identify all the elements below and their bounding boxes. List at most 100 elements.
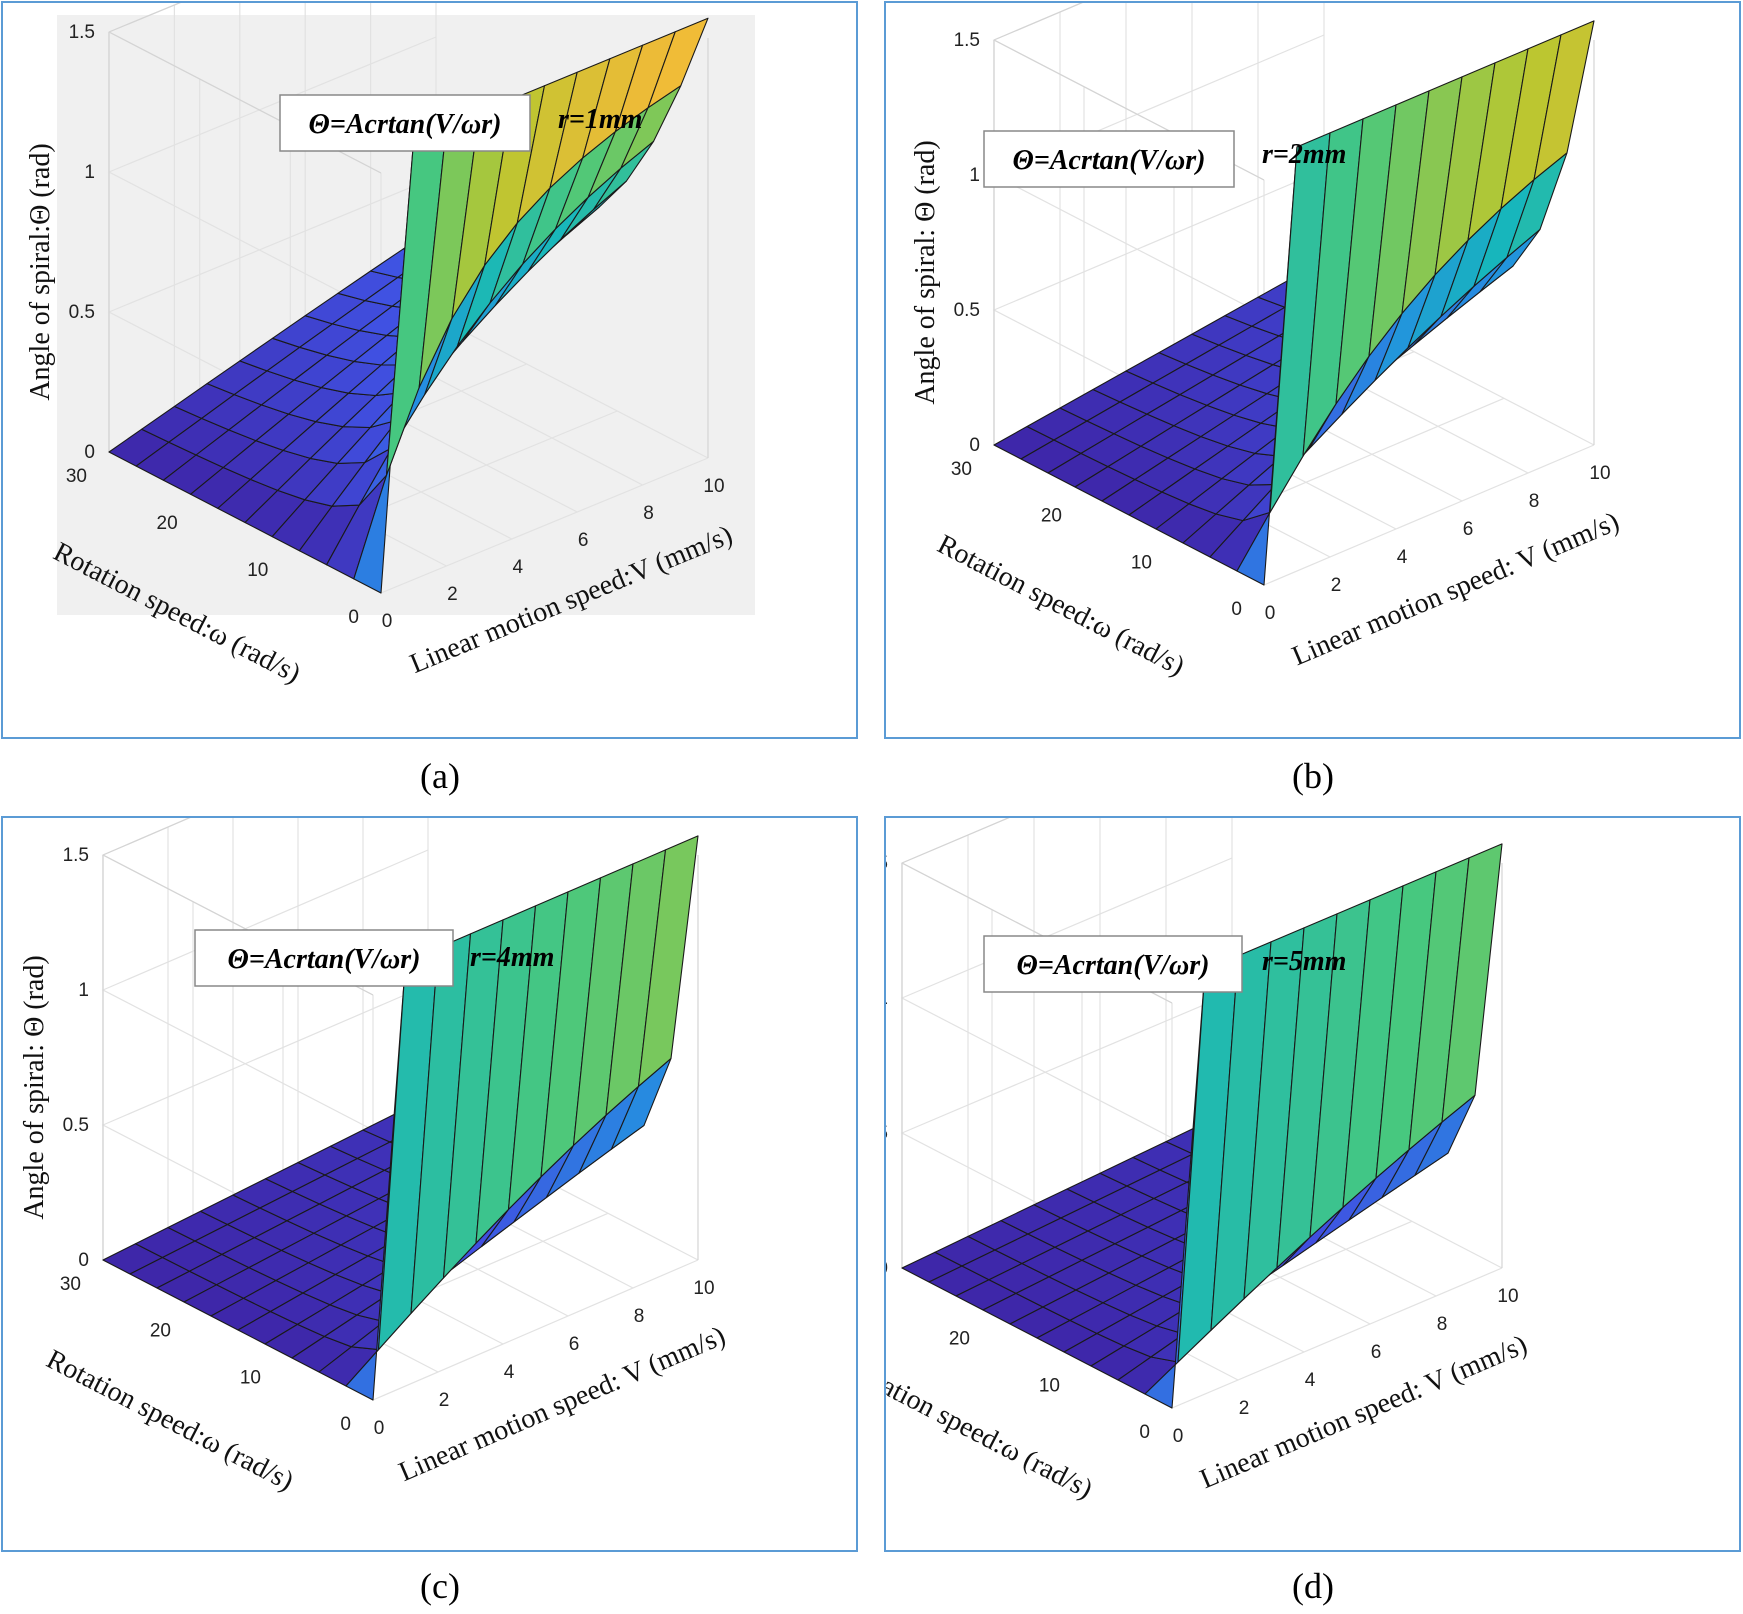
z-tick-label: 0.5 bbox=[63, 1115, 89, 1136]
radius-label: r=4mm bbox=[470, 942, 554, 973]
z-tick-label: 0 bbox=[886, 1258, 888, 1279]
y-tick-label: 20 bbox=[150, 1321, 171, 1342]
x-tick-label: 6 bbox=[569, 1334, 580, 1355]
caption-d: (d) bbox=[1292, 1566, 1334, 1606]
y-tick-label: 10 bbox=[240, 1367, 261, 1388]
z-tick-label: 0.5 bbox=[69, 302, 95, 323]
x-tick-label: 0 bbox=[1265, 603, 1276, 624]
y-tick-label: 10 bbox=[1131, 552, 1152, 573]
x-tick-label: 8 bbox=[634, 1306, 645, 1327]
surface bbox=[993, 20, 1595, 586]
y-tick-label: 0 bbox=[1139, 1422, 1150, 1443]
chart-panel-c: 0 0.5 1 1.5 0 2 4 6 8 10 0 10 20 30 Angle of spiral: Θ… bbox=[1, 816, 858, 1552]
y-tick-label: 0 bbox=[1231, 599, 1242, 620]
y-axis-label: Rotation speed:ω (rad/s) bbox=[886, 1352, 1097, 1505]
surface bbox=[901, 843, 1503, 1409]
x-tick-label: 4 bbox=[513, 557, 524, 578]
tick-labels: 0 0.5 1 1.5 0 2 4 6 8 10 0 10 20 30 bbox=[60, 845, 715, 1439]
x-tick-label: 2 bbox=[447, 584, 458, 605]
z-tick-label: 0.5 bbox=[886, 1123, 888, 1144]
surface-plot-c: 0 0.5 1 1.5 0 2 4 6 8 10 0 10 20 30 Angle of spiral: Θ… bbox=[19, 818, 730, 1497]
caption-b: (b) bbox=[1292, 756, 1334, 796]
chart-panel-b: 0 0.5 1 1.5 0 2 4 6 8 10 0 10 20 30 Angle of spiral: Θ… bbox=[884, 1, 1741, 739]
surface-plot-b: 0 0.5 1 1.5 0 2 4 6 8 10 0 10 20 30 Angle of spiral: Θ… bbox=[910, 3, 1624, 682]
radius-label: r=2mm bbox=[1262, 139, 1346, 170]
tick-labels: 0 0.5 1 1.5 0 2 4 6 8 10 0 10 20 30 bbox=[66, 22, 725, 632]
z-axis-label: Angle of spiral: Θ (rad) bbox=[19, 955, 50, 1219]
x-tick-label: 10 bbox=[703, 476, 724, 497]
grid-line bbox=[900, 857, 1233, 1139]
z-axis-label: Angle of spiral: Θ (rad) bbox=[910, 140, 941, 404]
y-tick-label: 0 bbox=[348, 607, 359, 628]
x-tick-label: 2 bbox=[439, 1390, 450, 1411]
surface bbox=[102, 835, 699, 1401]
y-tick-label: 20 bbox=[157, 513, 178, 534]
z-tick-label: 1.5 bbox=[886, 853, 888, 874]
surface-plot-a: 0 0.5 1 1.5 0 2 4 6 8 10 0 10 20 30 Angle of spiral:Θ … bbox=[25, 3, 755, 690]
formula-text: Θ=Acrtan(V/ωr) bbox=[228, 944, 421, 975]
surface-patch bbox=[1533, 20, 1595, 181]
formula-box bbox=[983, 130, 1235, 188]
x-tick-label: 0 bbox=[1173, 1426, 1184, 1447]
y-tick-label: 20 bbox=[949, 1329, 970, 1350]
surface-patch bbox=[637, 835, 699, 1087]
caption-c: (c) bbox=[420, 1566, 460, 1606]
z-tick-label: 1 bbox=[78, 980, 89, 1001]
z-tick-label: 0 bbox=[84, 442, 95, 463]
x-tick-label: 4 bbox=[504, 1362, 515, 1383]
y-tick-label: 10 bbox=[247, 560, 268, 581]
z-tick-label: 0 bbox=[78, 1250, 89, 1271]
formula-box bbox=[279, 94, 531, 152]
formula-text: Θ=Acrtan(V/ωr) bbox=[1017, 950, 1210, 981]
z-tick-label: 1 bbox=[886, 988, 888, 1009]
y-tick-label: 0 bbox=[340, 1414, 351, 1435]
y-tick-label: 10 bbox=[1039, 1375, 1060, 1396]
radius-label: r=5mm bbox=[1262, 946, 1346, 977]
z-tick-label: 1.5 bbox=[954, 30, 980, 51]
z-tick-label: 1.5 bbox=[69, 22, 95, 43]
box-edge bbox=[901, 818, 1010, 864]
x-tick-label: 10 bbox=[1497, 1286, 1518, 1307]
z-tick-label: 1 bbox=[84, 162, 95, 183]
x-tick-label: 10 bbox=[1589, 463, 1610, 484]
radius-label: r=1mm bbox=[558, 104, 642, 135]
box-edge bbox=[993, 3, 1083, 41]
surface-patch bbox=[1441, 843, 1503, 1123]
x-tick-label: 4 bbox=[1397, 547, 1408, 568]
grid-line bbox=[101, 849, 429, 1131]
formula-text: Θ=Acrtan(V/ωr) bbox=[1013, 145, 1206, 176]
x-tick-label: 8 bbox=[1437, 1314, 1448, 1335]
z-tick-label: 1 bbox=[969, 165, 980, 186]
x-tick-label: 10 bbox=[693, 1278, 714, 1299]
x-tick-label: 8 bbox=[1529, 491, 1540, 512]
chart-panel-a: 0 0.5 1 1.5 0 2 4 6 8 10 0 10 20 30 Angle of spiral:Θ … bbox=[1, 1, 858, 739]
formula-box bbox=[194, 929, 454, 987]
x-tick-label: 8 bbox=[643, 503, 654, 524]
x-tick-label: 2 bbox=[1331, 575, 1342, 596]
caption-a: (a) bbox=[420, 756, 460, 796]
z-tick-label: 1.5 bbox=[63, 845, 89, 866]
y-tick-label: 30 bbox=[66, 466, 87, 487]
y-tick-label: 30 bbox=[951, 459, 972, 480]
x-tick-label: 4 bbox=[1305, 1370, 1316, 1391]
formula-text: Θ=Acrtan(V/ωr) bbox=[309, 109, 502, 140]
x-tick-label: 0 bbox=[374, 1418, 385, 1439]
y-tick-label: 20 bbox=[1041, 506, 1062, 527]
box-edge bbox=[108, 3, 181, 33]
z-axis-label: Angle of spiral:Θ (rad) bbox=[25, 143, 56, 400]
surface-patch bbox=[647, 17, 709, 109]
z-tick-label: 0.5 bbox=[954, 300, 980, 321]
box-edge bbox=[102, 818, 191, 856]
tick-labels: 0 0.5 1 1.5 0 2 4 6 8 10 0 10 20 30 bbox=[951, 30, 1611, 624]
x-tick-label: 6 bbox=[578, 530, 589, 551]
x-tick-label: 6 bbox=[1463, 519, 1474, 540]
y-tick-label: 30 bbox=[60, 1274, 81, 1295]
x-tick-label: 2 bbox=[1239, 1398, 1250, 1419]
x-tick-label: 6 bbox=[1371, 1342, 1382, 1363]
x-tick-label: 0 bbox=[382, 611, 393, 632]
z-tick-label: 0 bbox=[969, 435, 980, 456]
formula-box bbox=[983, 935, 1243, 993]
